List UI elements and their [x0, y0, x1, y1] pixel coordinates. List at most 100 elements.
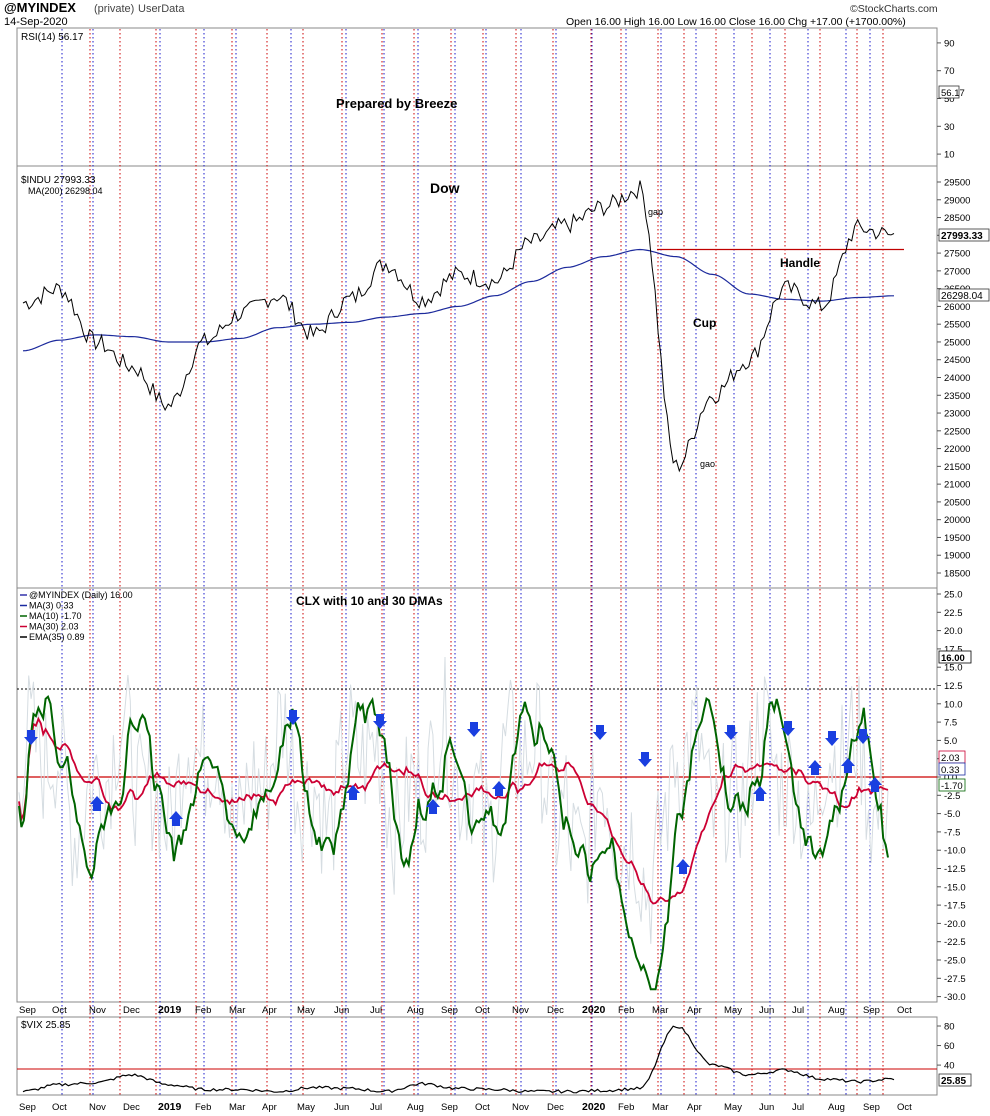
x-tick-label: Sep — [441, 1005, 458, 1016]
dow-y-label: 27000 — [944, 266, 970, 277]
clx-badge-text: 16.00 — [941, 653, 965, 664]
x-tick-label: Nov — [89, 1102, 106, 1113]
x-tick-label: Oct — [475, 1102, 490, 1113]
buy-arrow — [753, 786, 767, 801]
x-tick-label: Aug — [828, 1102, 845, 1113]
x-tick-label: Sep — [441, 1102, 458, 1113]
clx-value-badges: 16.00 2.030.33 -1.70 — [938, 650, 972, 792]
clx-y-label: 0.0 — [944, 773, 957, 784]
dow-y-label: 21500 — [944, 462, 970, 473]
clx-y-label: -20.0 — [944, 919, 966, 930]
legend-entry: MA(3) 0.33 — [29, 601, 74, 611]
svg-text:26298.04: 26298.04 — [941, 291, 983, 302]
gao-label: gao — [700, 459, 715, 469]
x-tick-label: Aug — [407, 1005, 424, 1016]
dow-y-label: 18500 — [944, 569, 970, 580]
rsi-y-label: 90 — [944, 38, 955, 49]
x-tick-label: Jun — [759, 1005, 774, 1016]
rsi-y-label: 50 — [944, 94, 955, 105]
sell-arrow — [781, 721, 795, 736]
x-tick-label: Feb — [618, 1005, 634, 1016]
x-tick-label: Sep — [863, 1005, 880, 1016]
clx-y-label: 10.0 — [944, 699, 963, 710]
date-label: 14-Sep-2020 — [4, 16, 68, 28]
clx-y-label: -15.0 — [944, 882, 966, 893]
x-tick-label: Jun — [759, 1102, 774, 1113]
prepared-by-note: Prepared by Breeze — [336, 96, 457, 111]
x-tick-label: Apr — [262, 1005, 277, 1016]
buy-arrow — [868, 777, 882, 792]
clx-y-label: -10.0 — [944, 846, 966, 857]
x-tick-label: Nov — [89, 1005, 106, 1016]
buy-arrow — [676, 859, 690, 874]
x-tick-label: Mar — [652, 1102, 668, 1113]
clx-y-label: 12.5 — [944, 681, 963, 692]
dow-y-label: 19000 — [944, 551, 970, 562]
dow-y-label: 25000 — [944, 337, 970, 348]
vix-line — [22, 1025, 895, 1094]
rsi-panel-frame — [16, 27, 938, 167]
dow-y-label: 22500 — [944, 426, 970, 437]
buy-arrow — [169, 811, 183, 826]
svg-text:56.17: 56.17 — [941, 88, 965, 99]
clx-y-label: -17.5 — [944, 901, 966, 912]
dow-y-label: 22000 — [944, 444, 970, 455]
clx-y-label: -30.0 — [944, 992, 966, 1003]
buy-arrow — [808, 760, 822, 775]
x-tick-label: Dec — [547, 1005, 564, 1016]
rsi-y-label: 30 — [944, 122, 955, 133]
clx-y-label: -27.5 — [944, 974, 966, 985]
x-tick-label: Jul — [792, 1005, 804, 1016]
brand-label: ©StockCharts.com — [850, 3, 938, 15]
x-tick-label: Apr — [262, 1102, 277, 1113]
ma200-line — [22, 248, 894, 352]
clx-y-label: -7.5 — [944, 827, 960, 838]
dow-y-label: 29000 — [944, 195, 970, 206]
sell-arrow — [825, 731, 839, 746]
x-tick-label: Feb — [195, 1102, 211, 1113]
buy-arrow — [492, 781, 506, 796]
owner-label: (private) — [94, 3, 134, 15]
clx-badge-text: 2.03 — [941, 753, 960, 764]
vix-y-axis: 80 60 40 — [937, 1022, 955, 1072]
rsi-legend: RSI(14) 56.17 — [21, 32, 84, 43]
dow-y-label: 23000 — [944, 409, 970, 420]
x-tick-label: Aug — [407, 1102, 424, 1113]
x-tick-label: Feb — [618, 1102, 634, 1113]
rsi-y-axis: 90 70 50 30 10 — [937, 38, 955, 161]
x-tick-label: Nov — [512, 1005, 529, 1016]
dow-last-badge: 27993.33 — [938, 228, 990, 242]
buy-arrow — [346, 785, 360, 800]
x-tick-label: Aug — [828, 1005, 845, 1016]
x-tick-label: Oct — [897, 1005, 912, 1016]
dow-price-line — [22, 180, 895, 473]
sell-arrow — [24, 730, 38, 745]
sell-arrow — [467, 722, 481, 737]
sell-arrow — [638, 752, 652, 767]
x-tick-label: Oct — [52, 1005, 67, 1016]
clx-ma10-line — [18, 694, 889, 991]
x-tick-label: Jun — [334, 1005, 349, 1016]
ma200-legend: MA(200) 26298.04 — [28, 186, 103, 196]
clx-ma30-line — [18, 716, 889, 905]
x-tick-label: Dec — [123, 1102, 140, 1113]
clx-y-label: -12.5 — [944, 864, 966, 875]
clx-y-label: 25.0 — [944, 590, 963, 601]
clx-y-label: -25.0 — [944, 956, 966, 967]
clx-y-label: -5.0 — [944, 809, 960, 820]
x-tick-label: May — [297, 1005, 315, 1016]
x-tick-label: Dec — [547, 1102, 564, 1113]
buy-arrow — [90, 796, 104, 811]
sell-arrow — [856, 729, 870, 744]
vix-y-label: 40 — [944, 1061, 955, 1072]
clx-badge-text: 0.33 — [941, 765, 960, 776]
x-tick-label: Oct — [475, 1005, 490, 1016]
clx-badge-box — [938, 778, 966, 792]
x-tick-label: Sep — [19, 1102, 36, 1113]
svg-text:25.85: 25.85 — [941, 1076, 966, 1087]
sell-arrow — [593, 725, 607, 740]
x-tick-label: Nov — [512, 1102, 529, 1113]
ohlc-readout: Open 16.00 High 16.00 Low 16.00 Close 16… — [566, 16, 906, 28]
clx-y-label: 15.0 — [944, 663, 963, 674]
